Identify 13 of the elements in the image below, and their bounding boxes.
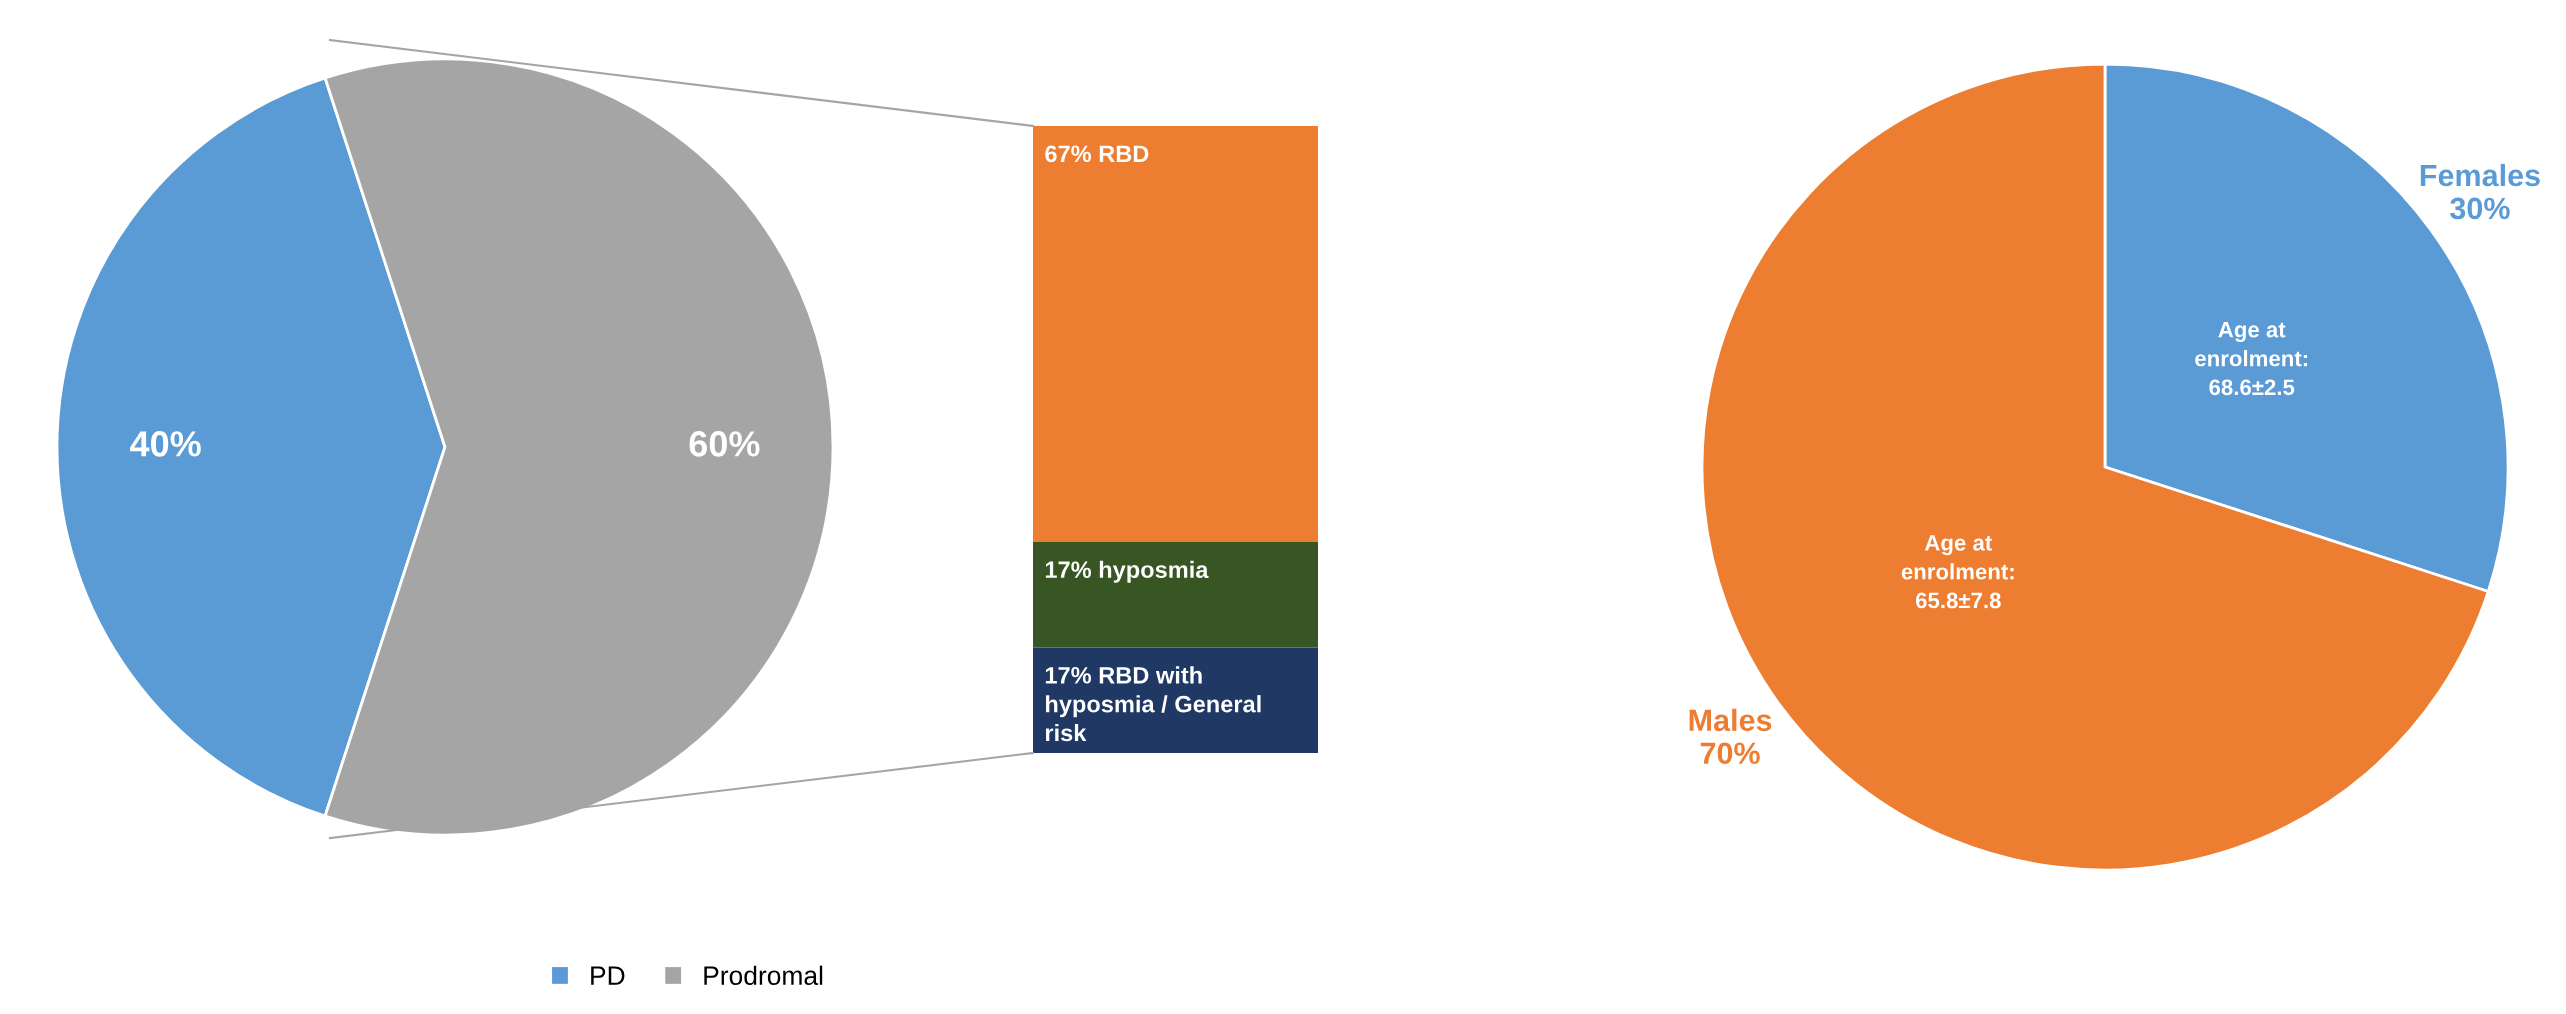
legend-label: Prodromal	[704, 965, 823, 986]
legend-label: PD	[591, 966, 625, 985]
data-label: 17% RBD with hyposmia / General risk	[1045, 666, 1261, 742]
data-label: 17% hyposmia	[1045, 560, 1209, 583]
text: Age at enrolment: 68.6±2.5	[2195, 322, 2307, 396]
data-label: 70%	[1700, 742, 1760, 765]
data-label: 60%	[689, 431, 760, 457]
data-label: 67% RBD	[1045, 145, 1149, 163]
slice-label: Males	[1689, 708, 1772, 732]
text: Age at enrolment: 65.8±7.8	[1901, 535, 2014, 609]
data-label: 30%	[2450, 197, 2510, 220]
data-label: 40%	[130, 431, 201, 457]
slice-label: Females	[2420, 163, 2540, 187]
